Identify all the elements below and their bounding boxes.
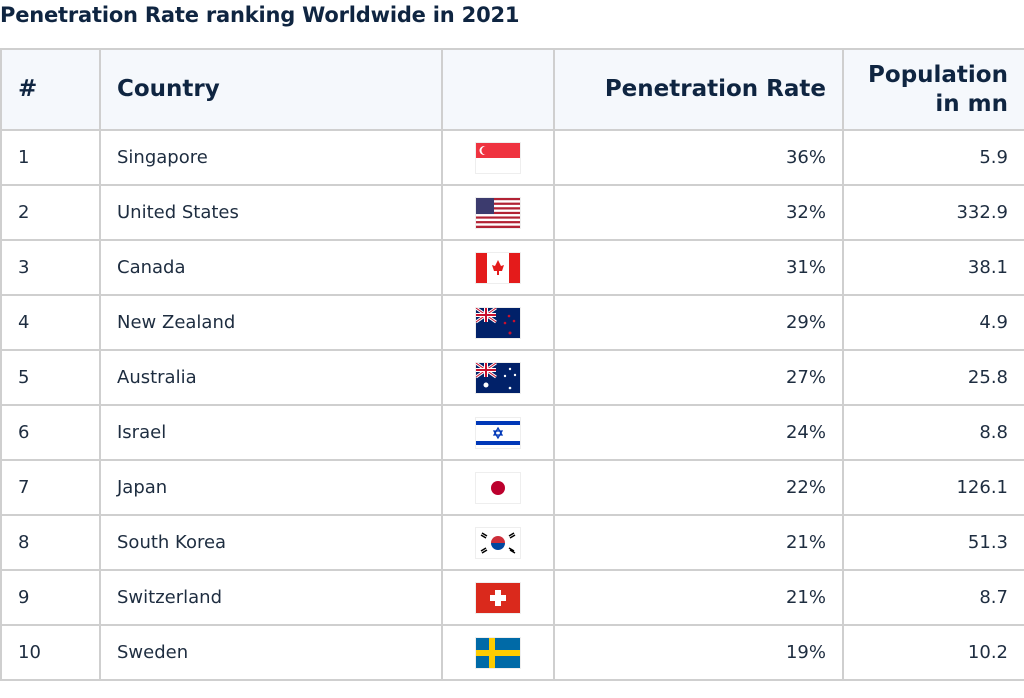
population-cell: 25.8	[842, 349, 1024, 406]
rank-cell: 8	[0, 514, 101, 571]
penetration-rate-cell: 32%	[553, 184, 844, 241]
south-korea-flag-icon	[475, 526, 521, 559]
country-cell: Sweden	[99, 624, 443, 681]
israel-flag-icon	[475, 416, 521, 449]
population-cell: 4.9	[842, 294, 1024, 351]
penetration-rate-cell: 19%	[553, 624, 844, 681]
australia-flag-icon	[475, 361, 521, 394]
population-cell: 8.8	[842, 404, 1024, 461]
table-row: 4 New Zealand 29% 4.9	[0, 294, 1024, 351]
flag-cell	[441, 514, 555, 571]
flag-cell	[441, 624, 555, 681]
population-cell: 8.7	[842, 569, 1024, 626]
flag-cell	[441, 184, 555, 241]
rank-cell: 10	[0, 624, 101, 681]
penetration-rate-cell: 22%	[553, 459, 844, 516]
table-row: 2 United States 32% 332.9	[0, 184, 1024, 241]
flag-cell	[441, 349, 555, 406]
new-zealand-flag-icon	[475, 306, 521, 339]
table-row: 3 Canada 31% 38.1	[0, 239, 1024, 296]
header-population[interactable]: Population in mn	[842, 48, 1024, 131]
header-country[interactable]: Country	[99, 48, 443, 131]
rank-cell: 3	[0, 239, 101, 296]
country-cell: United States	[99, 184, 443, 241]
sweden-flag-icon	[475, 636, 521, 669]
penetration-rate-cell: 31%	[553, 239, 844, 296]
country-cell: Switzerland	[99, 569, 443, 626]
rank-cell: 6	[0, 404, 101, 461]
united-states-flag-icon	[475, 196, 521, 229]
table-header-row: # Country Penetration Rate Population in…	[0, 48, 1024, 131]
header-flag	[441, 48, 555, 131]
flag-cell	[441, 129, 555, 186]
country-cell: Singapore	[99, 129, 443, 186]
switzerland-flag-icon	[475, 581, 521, 614]
table-row: 7 Japan 22% 126.1	[0, 459, 1024, 516]
penetration-rate-cell: 21%	[553, 514, 844, 571]
rank-cell: 4	[0, 294, 101, 351]
page-title: Penetration Rate ranking Worldwide in 20…	[0, 3, 520, 27]
population-cell: 126.1	[842, 459, 1024, 516]
country-cell: Canada	[99, 239, 443, 296]
flag-cell	[441, 404, 555, 461]
table-row: 1 Singapore 36% 5.9	[0, 129, 1024, 186]
table-row: 5 Australia 27% 25.8	[0, 349, 1024, 406]
flag-cell	[441, 239, 555, 296]
population-cell: 5.9	[842, 129, 1024, 186]
flag-cell	[441, 459, 555, 516]
population-cell: 51.3	[842, 514, 1024, 571]
country-cell: Israel	[99, 404, 443, 461]
rank-cell: 9	[0, 569, 101, 626]
header-penetration-rate[interactable]: Penetration Rate	[553, 48, 844, 131]
singapore-flag-icon	[475, 141, 521, 174]
country-cell: Australia	[99, 349, 443, 406]
population-cell: 38.1	[842, 239, 1024, 296]
penetration-rate-cell: 21%	[553, 569, 844, 626]
penetration-rate-cell: 27%	[553, 349, 844, 406]
penetration-rate-cell: 29%	[553, 294, 844, 351]
rank-cell: 7	[0, 459, 101, 516]
table-row: 6 Israel 24% 8.8	[0, 404, 1024, 461]
country-cell: Japan	[99, 459, 443, 516]
penetration-rate-cell: 36%	[553, 129, 844, 186]
population-cell: 10.2	[842, 624, 1024, 681]
table-row: 10 Sweden 19% 10.2	[0, 624, 1024, 681]
rank-cell: 1	[0, 129, 101, 186]
flag-cell	[441, 294, 555, 351]
table-row: 8 South Korea 21% 51.3	[0, 514, 1024, 571]
table-row: 9 Switzerland 21% 8.7	[0, 569, 1024, 626]
country-cell: New Zealand	[99, 294, 443, 351]
header-rank[interactable]: #	[0, 48, 101, 131]
ranking-table: # Country Penetration Rate Population in…	[0, 48, 1024, 681]
penetration-rate-cell: 24%	[553, 404, 844, 461]
japan-flag-icon	[475, 471, 521, 504]
rank-cell: 2	[0, 184, 101, 241]
rank-cell: 5	[0, 349, 101, 406]
canada-flag-icon	[475, 251, 521, 284]
country-cell: South Korea	[99, 514, 443, 571]
flag-cell	[441, 569, 555, 626]
population-cell: 332.9	[842, 184, 1024, 241]
